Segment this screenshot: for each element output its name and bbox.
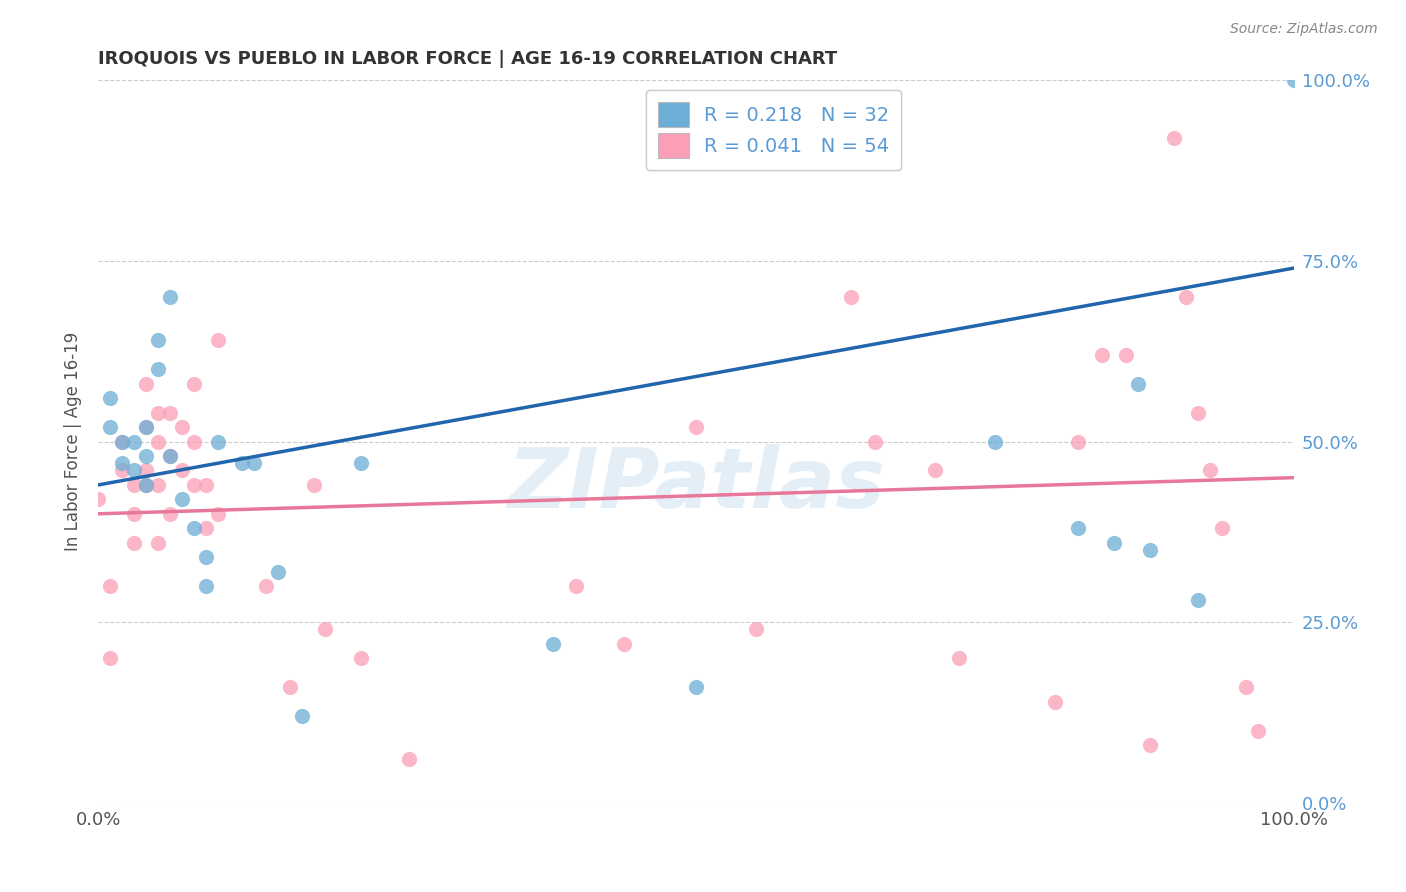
Point: [135, 449, 157, 463]
Point: [124, 478, 146, 492]
Point: [135, 420, 157, 434]
Point: [278, 680, 301, 694]
Point: [159, 449, 181, 463]
Y-axis label: In Labor Force | Age 16-19: In Labor Force | Age 16-19: [65, 332, 83, 551]
Point: [1104, 535, 1126, 549]
Point: [124, 507, 146, 521]
Point: [148, 535, 170, 549]
Point: [207, 434, 229, 449]
Legend: R = 0.218   N = 32, R = 0.041   N = 54: R = 0.218 N = 32, R = 0.041 N = 54: [647, 90, 901, 170]
Point: [1163, 131, 1185, 145]
Point: [159, 507, 181, 521]
Point: [398, 752, 420, 766]
Point: [195, 478, 218, 492]
Point: [98, 391, 122, 405]
Point: [87, 492, 110, 507]
Point: [1091, 348, 1114, 362]
Point: [135, 478, 157, 492]
Point: [1282, 73, 1305, 87]
Point: [124, 535, 146, 549]
Point: [1187, 406, 1209, 420]
Point: [98, 579, 122, 593]
Point: [148, 362, 170, 376]
Point: [183, 376, 205, 391]
Point: [98, 420, 122, 434]
Text: Source: ZipAtlas.com: Source: ZipAtlas.com: [1230, 22, 1378, 37]
Point: [172, 463, 194, 477]
Point: [302, 478, 325, 492]
Point: [1234, 680, 1257, 694]
Point: [984, 434, 1007, 449]
Point: [291, 709, 314, 723]
Point: [148, 334, 170, 348]
Point: [183, 478, 205, 492]
Point: [267, 565, 290, 579]
Point: [195, 550, 218, 565]
Point: [183, 521, 205, 535]
Point: [924, 463, 946, 477]
Point: [124, 463, 146, 477]
Point: [315, 623, 337, 637]
Point: [1128, 376, 1150, 391]
Point: [1139, 542, 1161, 557]
Point: [195, 521, 218, 535]
Point: [172, 492, 194, 507]
Text: ZIPatlas: ZIPatlas: [508, 444, 884, 525]
Point: [135, 376, 157, 391]
Point: [1175, 290, 1198, 304]
Point: [1043, 695, 1066, 709]
Point: [541, 637, 564, 651]
Point: [111, 434, 134, 449]
Point: [159, 406, 181, 420]
Point: [148, 478, 170, 492]
Point: [98, 651, 122, 665]
Point: [159, 449, 181, 463]
Point: [865, 434, 887, 449]
Point: [1199, 463, 1222, 477]
Point: [948, 651, 970, 665]
Point: [207, 334, 229, 348]
Point: [565, 579, 588, 593]
Point: [1247, 723, 1270, 738]
Point: [1115, 348, 1137, 362]
Point: [254, 579, 277, 593]
Point: [195, 579, 218, 593]
Point: [207, 507, 229, 521]
Point: [135, 463, 157, 477]
Point: [231, 456, 253, 470]
Point: [350, 651, 373, 665]
Point: [1211, 521, 1233, 535]
Point: [685, 420, 707, 434]
Point: [148, 434, 170, 449]
Point: [111, 456, 134, 470]
Point: [183, 434, 205, 449]
Point: [135, 420, 157, 434]
Point: [172, 420, 194, 434]
Point: [685, 680, 707, 694]
Point: [111, 463, 134, 477]
Text: IROQUOIS VS PUEBLO IN LABOR FORCE | AGE 16-19 CORRELATION CHART: IROQUOIS VS PUEBLO IN LABOR FORCE | AGE …: [98, 50, 838, 68]
Point: [613, 637, 636, 651]
Point: [124, 434, 146, 449]
Point: [1139, 738, 1161, 752]
Point: [111, 434, 134, 449]
Point: [1187, 593, 1209, 607]
Point: [243, 456, 266, 470]
Point: [148, 406, 170, 420]
Point: [841, 290, 863, 304]
Point: [1067, 434, 1090, 449]
Point: [350, 456, 373, 470]
Point: [1067, 521, 1090, 535]
Point: [745, 623, 768, 637]
Point: [135, 478, 157, 492]
Point: [159, 290, 181, 304]
